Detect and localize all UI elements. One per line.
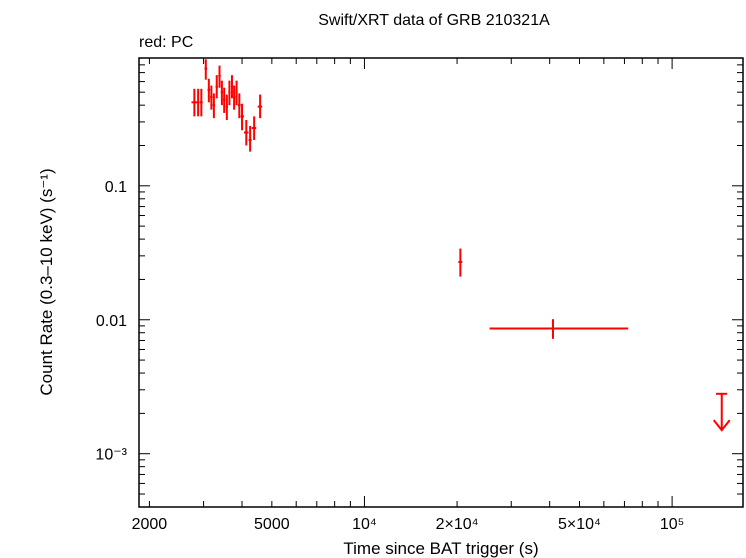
x-tick-labels: 2000 5000 10⁴ 2×10⁴ 5×10⁴ 10⁵ (132, 516, 685, 533)
data-point (212, 93, 216, 119)
data-point (196, 88, 200, 117)
data-point (207, 78, 211, 103)
x-axis-label: Time since BAT trigger (s) (343, 539, 538, 558)
upper-limit-head (712, 419, 731, 432)
data-point (244, 119, 249, 146)
data-point (215, 75, 218, 99)
x-tick-label: 2000 (132, 516, 168, 533)
y-axis-label: Count Rate (0.3–10 keV) (s⁻¹) (37, 168, 56, 395)
x-tick-label: 10⁴ (352, 516, 377, 533)
legend-text: red: PC (139, 34, 193, 51)
data-point (251, 116, 257, 140)
data-point (223, 87, 226, 113)
plot-frame (138, 57, 744, 508)
y-tick-label: 0.1 (105, 179, 127, 196)
data-point (228, 80, 231, 106)
chart-title: Swift/XRT data of GRB 210321A (318, 12, 550, 29)
data-point (199, 88, 203, 117)
data-point (257, 94, 263, 119)
data-point (191, 88, 198, 117)
data-point (230, 75, 234, 99)
data-points (191, 59, 629, 339)
axis-ticks (139, 57, 743, 508)
data-point (235, 80, 238, 106)
data-point (225, 94, 228, 120)
x-tick-label: 2×10⁴ (436, 516, 479, 533)
data-point (218, 65, 221, 88)
data-point (458, 248, 463, 277)
data-point (237, 93, 241, 119)
data-point (233, 85, 236, 110)
data-point (220, 80, 224, 106)
y-tick-label: 0.01 (96, 313, 127, 330)
x-tick-label: 5×10⁴ (558, 516, 601, 533)
x-tick-label: 10⁵ (660, 516, 684, 533)
upper-limit-arrow (712, 392, 731, 432)
data-point (248, 125, 252, 152)
data-point (204, 59, 208, 80)
y-tick-labels: 0.1 0.01 10⁻³ (95, 179, 127, 464)
data-point (240, 103, 245, 131)
data-point (210, 85, 213, 110)
upper-limits (712, 392, 731, 432)
y-tick-label: 10⁻³ (95, 447, 127, 464)
x-tick-label: 5000 (254, 516, 290, 533)
data-point (489, 319, 629, 339)
